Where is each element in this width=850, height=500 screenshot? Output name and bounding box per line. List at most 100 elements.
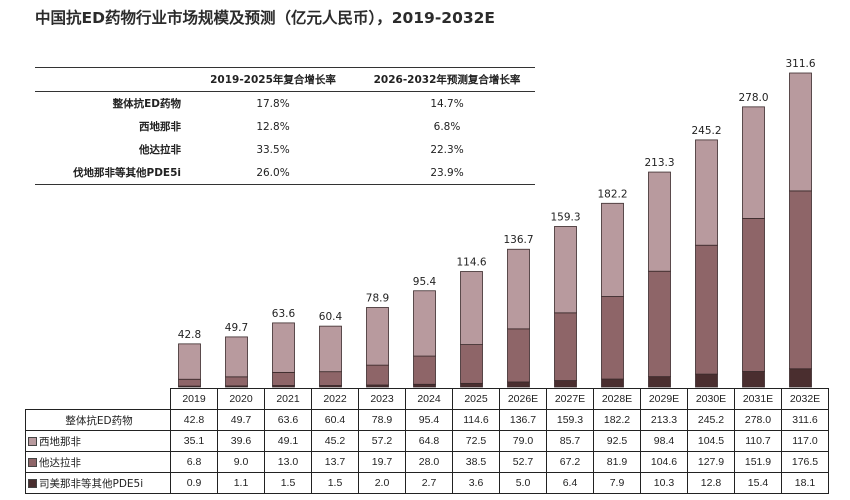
total-label: 213.3 — [644, 157, 674, 169]
cagr-row: 伐地那非等其他PDE5i 26.0% 23.9% — [35, 161, 535, 185]
bar-segment-tadalafei — [272, 371, 295, 386]
table-row-series: 他达拉非 6.8 9.0 13.0 13.7 19.7 28.0 38.5 52.7 67.2 81… — [25, 451, 829, 473]
total-value: 60.4 — [311, 409, 359, 431]
series-value: 3.6 — [452, 472, 500, 494]
total-value: 311.6 — [781, 409, 829, 431]
bar-segment-tadalafei — [366, 364, 389, 386]
series-value: 104.6 — [640, 451, 688, 473]
cagr-value: 12.8% — [256, 120, 290, 133]
bar-segment-others — [507, 381, 530, 388]
total-value: 182.2 — [593, 409, 641, 431]
total-label: 311.6 — [785, 58, 815, 70]
total-label: 78.9 — [366, 292, 389, 304]
bar-segment-tadalafei — [225, 376, 248, 387]
bar-segment-tadalafei — [695, 244, 718, 375]
series-value: 64.8 — [405, 430, 453, 452]
total-label: 49.7 — [225, 322, 248, 334]
bar-segment-tadalafei — [413, 355, 436, 385]
series-value: 15.4 — [734, 472, 782, 494]
series-value: 13.7 — [311, 451, 359, 473]
series-name: 司美那非等其他PDE5i — [39, 477, 144, 490]
series-value: 92.5 — [593, 430, 641, 452]
series-value: 1.1 — [217, 472, 265, 494]
bar-segment-others — [648, 376, 671, 388]
cagr-value: 17.8% — [256, 97, 290, 110]
total-value: 114.6 — [452, 409, 500, 431]
series-value: 49.1 — [264, 430, 312, 452]
data-table: 2019 2020 2021 2022 2023 2024 2025 2026E 2027E 20… — [25, 388, 829, 494]
total-label: 42.8 — [178, 329, 201, 341]
bar-segment-xidinafei — [695, 139, 718, 246]
table-corner — [25, 388, 171, 410]
cagr-row: 西地那非 12.8% 6.8% — [35, 115, 535, 138]
series-value: 98.4 — [640, 430, 688, 452]
series-value: 79.0 — [499, 430, 547, 452]
cagr-row-label: 整体抗ED药物 — [112, 98, 181, 110]
series-legend-label: 司美那非等其他PDE5i — [25, 472, 171, 494]
cagr-header-2026-2032: 2026-2032年预测复合增长率 — [359, 67, 535, 92]
bar-segment-tadalafei — [319, 371, 342, 386]
total-value: 95.4 — [405, 409, 453, 431]
total-label: 63.6 — [272, 308, 296, 320]
series-value: 19.7 — [358, 451, 406, 473]
bar-segment-tadalafei — [742, 218, 765, 372]
category-label: 2031E — [734, 388, 782, 410]
category-label: 2019 — [170, 388, 218, 410]
row-label-total: 整体抗ED药物 — [25, 409, 171, 431]
bar-segment-tadalafei — [507, 328, 530, 383]
series-value: 85.7 — [546, 430, 594, 452]
series-value: 45.2 — [311, 430, 359, 452]
series-value: 6.4 — [546, 472, 594, 494]
series-value: 151.9 — [734, 451, 782, 473]
series-value: 110.7 — [734, 430, 782, 452]
bar-segment-xidinafei — [178, 343, 201, 380]
series-value: 176.5 — [781, 451, 829, 473]
cagr-row: 整体抗ED药物 17.8% 14.7% — [35, 92, 535, 116]
category-label: 2027E — [546, 388, 594, 410]
bar-segment-xidinafei — [460, 271, 483, 345]
series-value: 13.0 — [264, 451, 312, 473]
total-label: 60.4 — [319, 311, 343, 323]
bar-segment-xidinafei — [272, 322, 295, 373]
total-label: 95.4 — [413, 276, 437, 288]
table-row-series: 西地那非 35.1 39.6 49.1 45.2 57.2 64.8 72.5 79.0 85.7… — [25, 430, 829, 452]
total-value: 159.3 — [546, 409, 594, 431]
series-value: 127.9 — [687, 451, 735, 473]
series-value: 39.6 — [217, 430, 265, 452]
cagr-row: 他达拉非 33.5% 22.3% — [35, 138, 535, 161]
total-value: 42.8 — [170, 409, 218, 431]
series-name: 他达拉非 — [39, 456, 81, 469]
category-label: 2025 — [452, 388, 500, 410]
total-label: 136.7 — [503, 234, 533, 246]
bar-segment-tadalafei — [601, 296, 624, 380]
bar-segment-others — [789, 368, 812, 388]
total-value: 49.7 — [217, 409, 265, 431]
bar-segment-xidinafei — [554, 226, 577, 314]
category-label: 2023 — [358, 388, 406, 410]
chart-title: 中国抗ED药物行业市场规模及预测（亿元人民币），2019-2032E — [35, 9, 496, 27]
series-value: 72.5 — [452, 430, 500, 452]
bar-segment-others — [460, 382, 483, 388]
category-label: 2029E — [640, 388, 688, 410]
series-value: 1.5 — [311, 472, 359, 494]
bar-segment-xidinafei — [742, 106, 765, 219]
series-value: 52.7 — [499, 451, 547, 473]
bar-segment-others — [413, 383, 436, 388]
total-label: 159.3 — [550, 211, 580, 223]
table-row-total: 整体抗ED药物 42.8 49.7 63.6 60.4 78.9 95.4 114.6 136.… — [25, 409, 829, 431]
series-value: 0.9 — [170, 472, 218, 494]
category-label: 2026E — [499, 388, 547, 410]
series-value: 67.2 — [546, 451, 594, 473]
series-value: 35.1 — [170, 430, 218, 452]
total-value: 63.6 — [264, 409, 312, 431]
series-name: 西地那非 — [39, 435, 81, 448]
cagr-header-blank — [35, 67, 187, 92]
bar-segment-others — [601, 378, 624, 388]
series-value: 2.0 — [358, 472, 406, 494]
cagr-value: 14.7% — [430, 97, 464, 110]
table-header-row: 2019 2020 2021 2022 2023 2024 2025 2026E 2027E 20… — [25, 388, 829, 410]
total-value: 213.3 — [640, 409, 688, 431]
cagr-value: 6.8% — [433, 120, 461, 133]
table-row-series: 司美那非等其他PDE5i 0.9 1.1 1.5 1.5 2.0 2.7 3.6 5.0 6.4 7… — [25, 472, 829, 494]
